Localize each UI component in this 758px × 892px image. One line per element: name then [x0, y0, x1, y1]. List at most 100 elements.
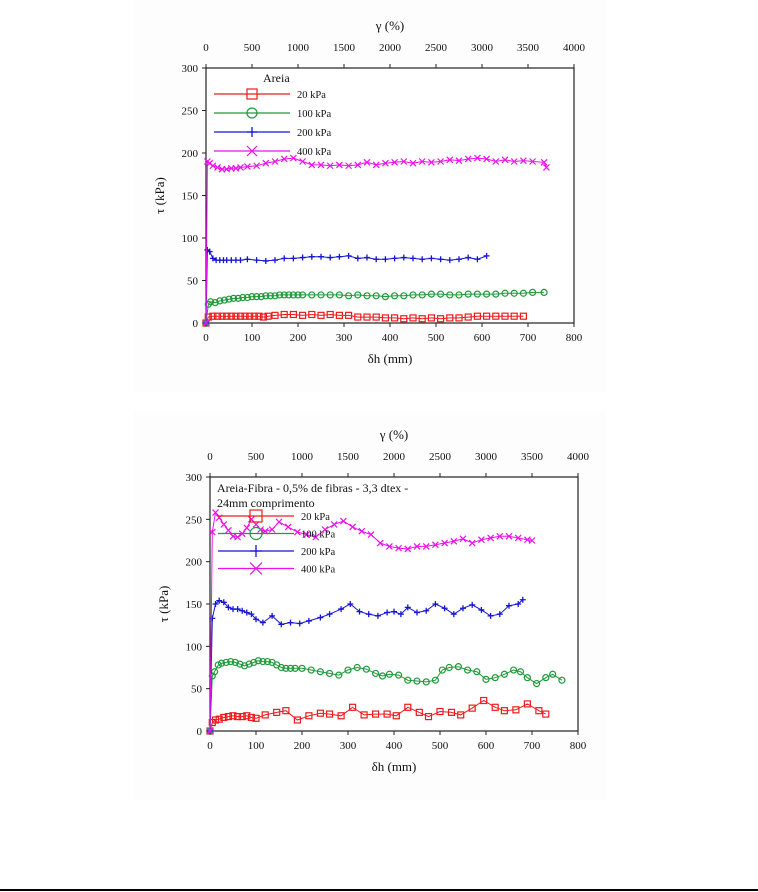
data-point: [277, 663, 285, 672]
y-tick-label: 250: [182, 106, 199, 118]
x-tick-label: 100: [248, 740, 265, 752]
data-point: [465, 254, 472, 261]
data-point: [510, 158, 518, 165]
data-point: [473, 312, 481, 320]
y-tick-label: 0: [193, 318, 199, 330]
data-point: [216, 597, 223, 604]
data-point: [353, 663, 361, 672]
legend-marker-x-icon: [246, 145, 258, 157]
data-point: [225, 295, 233, 303]
data-point: [317, 311, 325, 319]
x-tick-label: 700: [524, 740, 541, 752]
data-point: [372, 669, 380, 678]
x2-tick-label: 2000: [379, 42, 402, 54]
data-point: [385, 670, 393, 678]
data-point: [491, 674, 499, 682]
data-point: [289, 291, 297, 299]
x2-tick-label: 4000: [567, 451, 590, 463]
data-point: [220, 296, 228, 304]
data-point: [372, 313, 380, 321]
legend-marker-circle-icon: [249, 526, 263, 541]
x2-tick-label: 3500: [521, 451, 544, 463]
data-point: [427, 314, 435, 322]
data-point: [519, 312, 528, 320]
y-tick-label: 150: [186, 599, 203, 611]
series-line: [209, 660, 563, 732]
series-400-kpa: [206, 509, 536, 735]
data-point: [391, 608, 397, 615]
data-point: [347, 601, 354, 607]
data-point: [419, 256, 426, 263]
data-point: [372, 161, 380, 169]
data-point: [344, 666, 352, 674]
data-point: [404, 545, 412, 553]
data-point: [289, 310, 297, 319]
data-point: [473, 154, 481, 162]
y-tick-label: 100: [186, 641, 203, 653]
data-point: [335, 291, 343, 299]
data-point: [500, 670, 508, 678]
data-point: [209, 255, 216, 262]
data-point: [275, 518, 283, 526]
data-point: [404, 676, 412, 684]
data-point: [454, 663, 462, 671]
data-point: [506, 602, 512, 609]
data-point: [211, 299, 219, 307]
data-point: [238, 713, 246, 721]
data-point: [305, 712, 313, 720]
data-point: [464, 666, 472, 674]
data-point: [446, 314, 454, 322]
data-point: [326, 611, 333, 618]
data-point: [230, 294, 238, 302]
x-tick-label: 600: [474, 332, 491, 344]
data-point: [441, 605, 448, 612]
data-point: [330, 520, 338, 528]
data-point: [414, 609, 420, 616]
data-point: [382, 256, 389, 263]
data-point: [239, 293, 247, 302]
data-point: [252, 714, 260, 722]
x2-tick-label: 3500: [517, 42, 540, 54]
data-point: [478, 606, 485, 613]
legend-label: 20 kPa: [297, 90, 326, 101]
data-point: [437, 315, 445, 323]
y-tick-label: 200: [182, 148, 199, 160]
data-point: [367, 531, 375, 538]
data-point: [445, 663, 453, 672]
data-point: [345, 252, 352, 259]
data-point: [213, 312, 222, 320]
data-point: [317, 161, 325, 169]
page-bottom-rule: [0, 889, 758, 891]
data-point: [240, 662, 249, 670]
data-point: [354, 161, 362, 169]
data-point: [549, 670, 557, 678]
data-point: [464, 290, 472, 298]
data-point: [291, 664, 299, 672]
data-point: [391, 292, 399, 300]
data-point: [501, 312, 509, 320]
data-point: [409, 291, 417, 299]
data-point: [345, 311, 353, 319]
data-point: [245, 660, 253, 668]
data-point: [335, 671, 343, 679]
data-point: [501, 289, 509, 297]
y-tick-label: 300: [186, 472, 203, 484]
data-point: [308, 310, 316, 319]
data-point: [363, 313, 371, 321]
legend-label: 20 kPa: [301, 512, 330, 523]
data-point: [438, 666, 446, 674]
data-point: [515, 601, 522, 607]
data-point: [253, 162, 261, 170]
data-point: [236, 660, 244, 668]
legend-marker-circle-icon: [246, 107, 258, 119]
y-tick-label: 100: [182, 233, 199, 245]
data-point: [542, 674, 550, 682]
data-point: [208, 528, 216, 536]
y-tick-label: 250: [186, 514, 203, 526]
data-point: [372, 292, 380, 300]
x2-tick-label: 0: [203, 42, 209, 54]
data-point: [206, 248, 213, 255]
data-point: [262, 257, 269, 264]
data-point: [431, 676, 439, 684]
